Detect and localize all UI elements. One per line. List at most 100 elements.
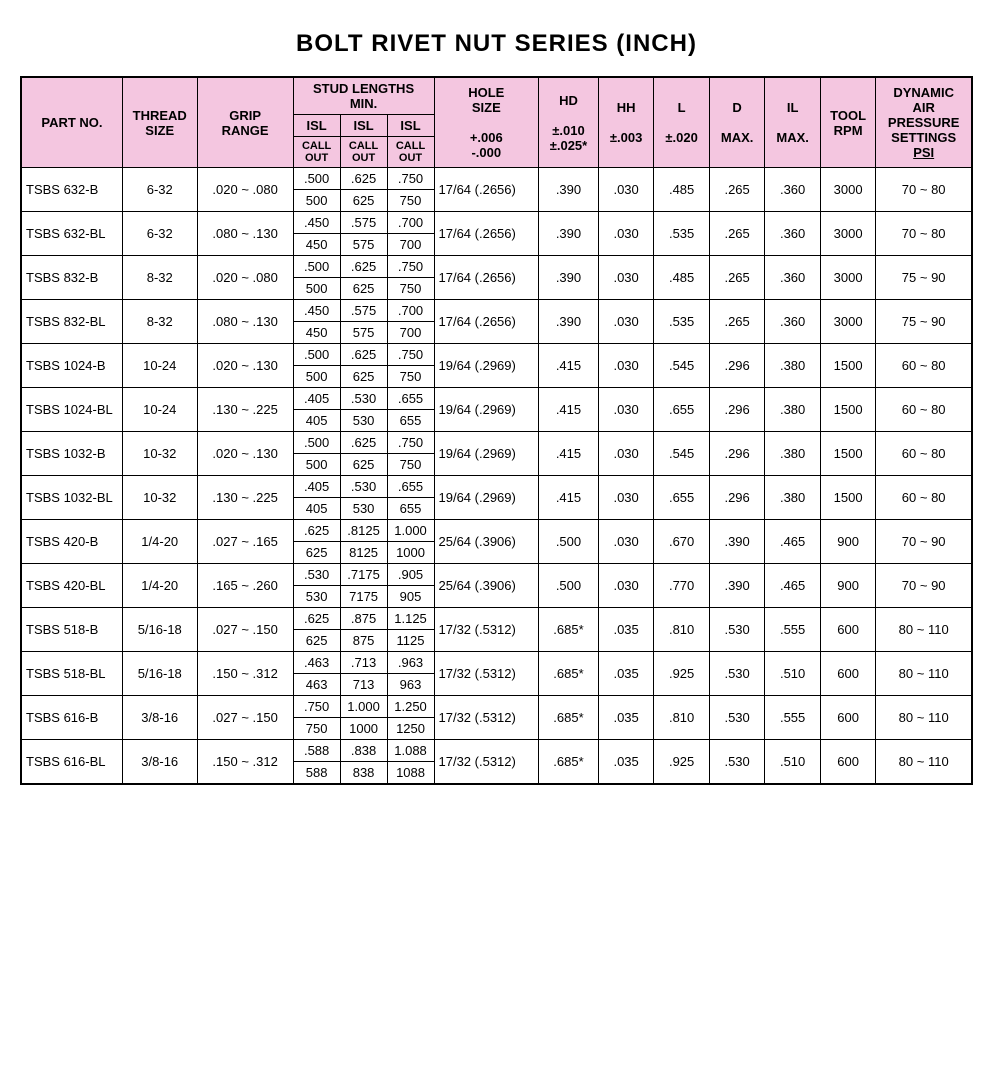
- cell-l: .655: [654, 476, 710, 520]
- cell-isl-bot: 530: [293, 586, 340, 608]
- table-header: PART NO. THREADSIZE GRIPRANGE STUD LENGT…: [21, 77, 972, 168]
- cell-il: .510: [765, 652, 821, 696]
- cell-hh: .030: [598, 520, 654, 564]
- cell-rpm: 1500: [820, 432, 876, 476]
- cell-isl-top: 1.088: [387, 740, 434, 762]
- cell-isl-bot: 875: [340, 630, 387, 652]
- cell-l: .770: [654, 564, 710, 608]
- cell-isl-top: .700: [387, 212, 434, 234]
- col-hole-size: HOLESIZE +.006-.000: [434, 77, 539, 168]
- cell-isl-top: .625: [293, 608, 340, 630]
- cell-psi: 60 ~ 80: [876, 388, 972, 432]
- cell-hole: 17/32 (.5312): [434, 608, 539, 652]
- table-row: TSBS 616-BL3/8-16.150 ~ .312.588.8381.08…: [21, 740, 972, 762]
- cell-isl-top: .405: [293, 388, 340, 410]
- cell-grip: .080 ~ .130: [197, 212, 293, 256]
- cell-rpm: 600: [820, 608, 876, 652]
- cell-hole: 25/64 (.3906): [434, 564, 539, 608]
- cell-hd: .685*: [539, 740, 599, 785]
- cell-grip: .027 ~ .165: [197, 520, 293, 564]
- cell-d: .265: [709, 256, 765, 300]
- cell-l: .545: [654, 432, 710, 476]
- cell-isl-top: .625: [340, 168, 387, 190]
- cell-grip: .080 ~ .130: [197, 300, 293, 344]
- cell-hd: .415: [539, 476, 599, 520]
- cell-thread: 3/8-16: [122, 740, 197, 785]
- cell-hh: .030: [598, 168, 654, 212]
- cell-hole: 19/64 (.2969): [434, 344, 539, 388]
- cell-isl-top: .588: [293, 740, 340, 762]
- cell-hh: .030: [598, 344, 654, 388]
- cell-il: .380: [765, 344, 821, 388]
- cell-rpm: 600: [820, 696, 876, 740]
- cell-part-no: TSBS 420-BL: [21, 564, 122, 608]
- cell-isl-bot: 700: [387, 322, 434, 344]
- cell-isl-bot: 1000: [387, 542, 434, 564]
- cell-grip: .150 ~ .312: [197, 740, 293, 785]
- cell-isl-top: .575: [340, 300, 387, 322]
- cell-l: .810: [654, 696, 710, 740]
- cell-isl-top: .750: [387, 168, 434, 190]
- cell-isl-bot: 7175: [340, 586, 387, 608]
- cell-il: .380: [765, 432, 821, 476]
- cell-psi: 60 ~ 80: [876, 432, 972, 476]
- cell-isl-top: .713: [340, 652, 387, 674]
- cell-isl-bot: 750: [387, 366, 434, 388]
- cell-il: .555: [765, 608, 821, 652]
- col-callout-1: CALLOUT: [293, 137, 340, 168]
- cell-isl-bot: 500: [293, 278, 340, 300]
- cell-hd: .390: [539, 212, 599, 256]
- cell-isl-top: .625: [340, 432, 387, 454]
- cell-part-no: TSBS 518-B: [21, 608, 122, 652]
- col-grip-range: GRIPRANGE: [197, 77, 293, 168]
- cell-l: .535: [654, 300, 710, 344]
- cell-part-no: TSBS 518-BL: [21, 652, 122, 696]
- cell-isl-top: .530: [340, 476, 387, 498]
- cell-isl-top: 1.250: [387, 696, 434, 718]
- cell-rpm: 1500: [820, 388, 876, 432]
- cell-isl-top: .655: [387, 476, 434, 498]
- cell-d: .530: [709, 696, 765, 740]
- cell-rpm: 3000: [820, 212, 876, 256]
- cell-l: .670: [654, 520, 710, 564]
- cell-isl-bot: 838: [340, 762, 387, 785]
- cell-isl-bot: 655: [387, 410, 434, 432]
- cell-hole: 19/64 (.2969): [434, 476, 539, 520]
- cell-hh: .030: [598, 256, 654, 300]
- cell-thread: 5/16-18: [122, 608, 197, 652]
- cell-isl-bot: 750: [387, 278, 434, 300]
- cell-isl-top: .575: [340, 212, 387, 234]
- cell-thread: 1/4-20: [122, 564, 197, 608]
- cell-rpm: 900: [820, 520, 876, 564]
- cell-isl-top: .905: [387, 564, 434, 586]
- cell-isl-top: .500: [293, 168, 340, 190]
- cell-isl-bot: 625: [293, 542, 340, 564]
- cell-part-no: TSBS 832-B: [21, 256, 122, 300]
- cell-isl-top: .463: [293, 652, 340, 674]
- cell-isl-top: .750: [387, 256, 434, 278]
- cell-isl-top: .405: [293, 476, 340, 498]
- cell-il: .360: [765, 256, 821, 300]
- cell-isl-bot: 1000: [340, 718, 387, 740]
- cell-d: .265: [709, 300, 765, 344]
- cell-part-no: TSBS 616-BL: [21, 740, 122, 785]
- cell-l: .485: [654, 256, 710, 300]
- cell-rpm: 3000: [820, 168, 876, 212]
- cell-hole: 19/64 (.2969): [434, 432, 539, 476]
- table-row: TSBS 1032-BL10-32.130 ~ .225.405.530.655…: [21, 476, 972, 498]
- cell-thread: 3/8-16: [122, 696, 197, 740]
- cell-isl-bot: 625: [340, 278, 387, 300]
- cell-thread: 6-32: [122, 168, 197, 212]
- cell-d: .530: [709, 740, 765, 785]
- cell-il: .510: [765, 740, 821, 785]
- table-row: TSBS 1032-B10-32.020 ~ .130.500.625.7501…: [21, 432, 972, 454]
- cell-psi: 80 ~ 110: [876, 696, 972, 740]
- cell-hd: .390: [539, 256, 599, 300]
- cell-isl-top: .655: [387, 388, 434, 410]
- col-isl-2: ISL: [340, 115, 387, 137]
- cell-l: .485: [654, 168, 710, 212]
- cell-psi: 80 ~ 110: [876, 652, 972, 696]
- cell-isl-top: .963: [387, 652, 434, 674]
- cell-hh: .030: [598, 564, 654, 608]
- cell-isl-top: 1.000: [340, 696, 387, 718]
